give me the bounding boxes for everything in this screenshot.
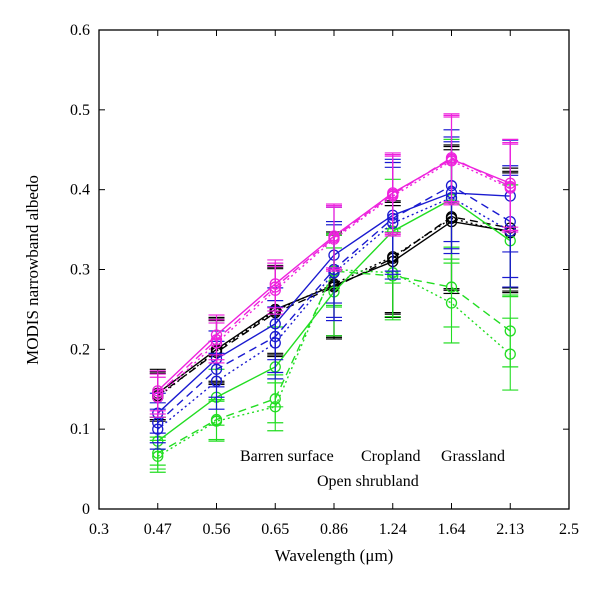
axis-ticks: [99, 29, 569, 510]
x-tick-label: 0.47: [144, 521, 172, 538]
data-point: [269, 337, 281, 349]
x-tick-label: 2.13: [496, 521, 524, 538]
data-point: [504, 182, 516, 194]
data-point: [210, 375, 223, 387]
y-tick-label: 0.3: [70, 262, 90, 279]
data-point: [210, 337, 223, 349]
data-point: [328, 233, 340, 245]
legend-label-open-shrubland: Open shrubland: [317, 473, 419, 490]
y-tick-label: 0.5: [70, 102, 90, 119]
y-axis-title: MODIS narrowband albedo: [23, 175, 42, 365]
data-point: [152, 423, 164, 435]
data-point: [269, 284, 281, 296]
x-tick-labels: 0.3 0.47 0.56 0.65 0.86 1.24 1.64 2.13 2.5: [89, 521, 579, 538]
data-point: [210, 415, 223, 427]
x-tick-label: 0.3: [89, 521, 109, 538]
plot-marks: [149, 113, 519, 473]
x-tick-label: 0.86: [320, 521, 348, 538]
x-tick-label: 2.5: [559, 521, 579, 538]
y-tick-labels: 0 0.1 0.2 0.3 0.4 0.5 0.6: [70, 22, 90, 518]
data-point: [152, 391, 164, 403]
x-tick-label: 1.24: [379, 521, 407, 538]
series-line: [157, 196, 511, 430]
legend-label-cropland: Cropland: [361, 448, 421, 465]
y-tick-label: 0.6: [70, 22, 90, 39]
y-tick-label: 0.2: [70, 341, 90, 358]
data-point: [445, 297, 458, 309]
y-tick-label: 0.4: [70, 182, 90, 199]
x-tick-label: 0.65: [261, 521, 289, 538]
series-open-shrubland-dotted: [149, 116, 519, 418]
series-line: [157, 160, 511, 398]
legend-label-barren-surface: Barren surface: [240, 448, 334, 465]
x-tick-label: 1.64: [438, 521, 466, 538]
x-axis-title: Wavelength (μm): [275, 546, 394, 565]
legend-label-grassland: Grassland: [441, 448, 505, 465]
data-point: [387, 190, 399, 202]
y-tick-label: 0.1: [70, 421, 90, 438]
data-point: [445, 155, 458, 167]
x-tick-label: 0.56: [203, 521, 231, 538]
data-point: [504, 348, 516, 360]
y-tick-label: 0: [82, 501, 90, 518]
data-point: [269, 401, 281, 413]
data-point: [152, 450, 164, 462]
legend: Barren surface Cropland Grassland Open s…: [240, 448, 505, 490]
